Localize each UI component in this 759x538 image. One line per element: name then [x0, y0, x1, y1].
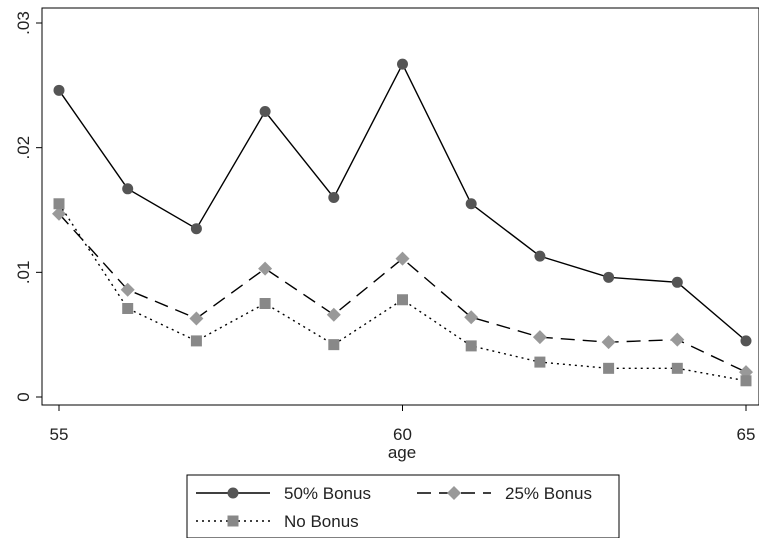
series-0-point — [740, 335, 752, 347]
x-tick-label: 60 — [393, 425, 412, 444]
y-tick-label: .03 — [14, 11, 33, 35]
y-tick-label: 0 — [14, 392, 33, 401]
series-layer — [52, 58, 753, 387]
series-1-point — [326, 307, 341, 322]
legend-marker-2 — [227, 515, 239, 527]
series-0-point — [465, 198, 477, 210]
x-axis-title: age — [388, 443, 416, 462]
series-line-2 — [58, 203, 747, 382]
legend-marker-0 — [227, 487, 239, 499]
plot-frame — [41, 7, 759, 406]
series-2-point — [603, 362, 615, 374]
series-2-point — [259, 298, 271, 309]
legend-label-2: No Bonus — [284, 512, 359, 531]
series-line-1 — [58, 213, 747, 373]
series-0-point — [53, 84, 65, 96]
series-1-point — [670, 332, 685, 347]
series-2-point — [122, 302, 134, 314]
series-2-point — [53, 198, 65, 210]
series-0-point — [259, 106, 271, 118]
y-tick-label: .02 — [14, 136, 33, 160]
legend-label-1: 25% Bonus — [505, 484, 592, 503]
series-1-point — [395, 251, 410, 266]
y-tick-label: .01 — [14, 261, 33, 285]
series-1-point — [189, 311, 204, 326]
series-1-point — [120, 282, 135, 297]
x-axis: 55 60 65 — [50, 405, 756, 444]
series-1-point — [464, 310, 479, 325]
series-2-point — [397, 294, 408, 306]
legend-label-0: 50% Bonus — [284, 484, 371, 503]
y-axis: 0 .01 .02 .03 — [14, 11, 42, 402]
series-1-point — [532, 330, 547, 345]
series-0-point — [397, 58, 408, 70]
series-1-point — [601, 335, 616, 350]
series-1-point — [258, 261, 273, 276]
legend-marker-1 — [447, 486, 461, 500]
series-2-point — [671, 362, 683, 374]
legend-box — [186, 474, 620, 538]
x-tick-label: 65 — [737, 425, 756, 444]
series-2-point — [740, 375, 752, 387]
series-2-point — [534, 356, 546, 368]
series-0-point — [534, 250, 546, 262]
series-0-point — [671, 276, 683, 288]
legend: 50% Bonus 25% Bonus No Bonus — [186, 474, 620, 538]
series-2-point — [190, 335, 202, 347]
series-2-point — [328, 339, 340, 351]
series-2-point — [465, 340, 477, 352]
series-0-point — [603, 271, 615, 283]
x-tick-label: 55 — [50, 425, 69, 444]
series-0-point — [328, 192, 340, 204]
series-0-point — [190, 223, 202, 235]
series-0-point — [122, 183, 134, 195]
